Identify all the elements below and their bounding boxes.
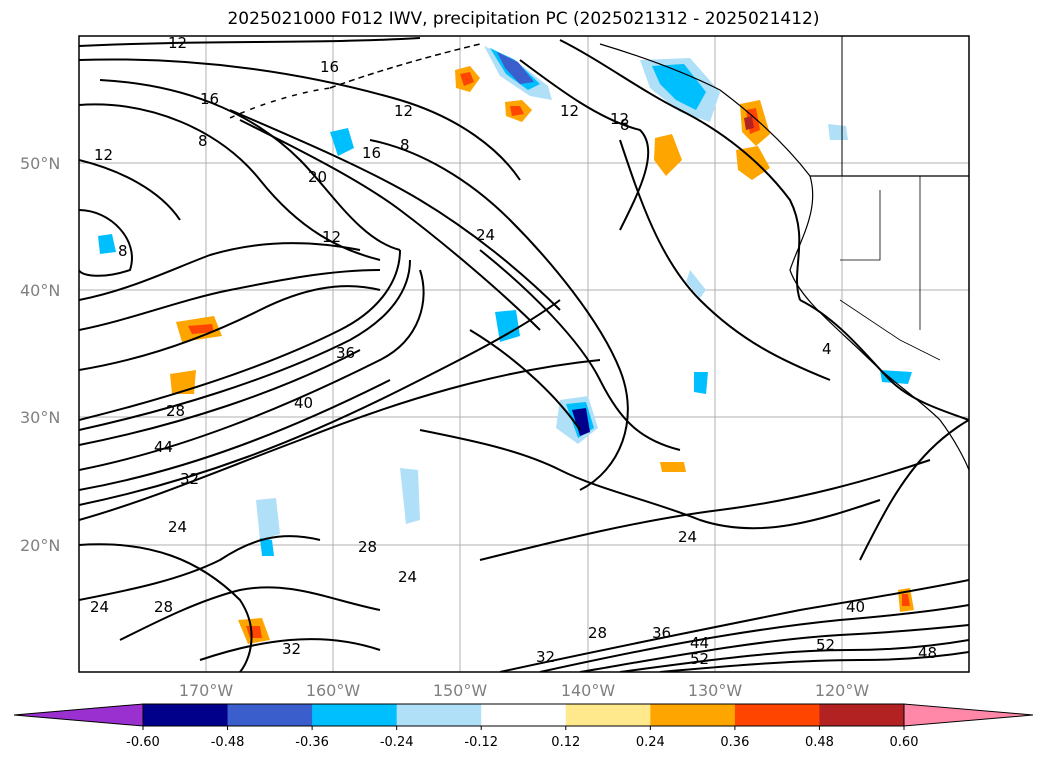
colorbar-segment: [312, 704, 398, 726]
contour-label: 28: [154, 598, 173, 616]
map-title: 2025021000 F012 IWV, precipitation PC (2…: [227, 9, 820, 29]
latitude-labels: 50°N 40°N 30°N 20°N: [20, 154, 60, 555]
contour-label: 8: [620, 116, 630, 134]
contour-label: 12: [610, 110, 629, 128]
contour-label: 40: [846, 598, 865, 616]
lon-label: 150°W: [433, 681, 488, 700]
colorbar-tick-label: -0.36: [295, 735, 329, 750]
lon-label: 140°W: [561, 681, 616, 700]
plot-frame: [78, 35, 970, 673]
lat-label: 40°N: [20, 281, 60, 300]
colorbar: -0.60 -0.48 -0.36 -0.24 -0.12 0.12 0.24 0.36 0.4…: [13, 703, 1034, 750]
contour-label: 24: [90, 598, 109, 616]
colorbar-tick-label: 0.48: [805, 735, 834, 750]
lon-label: 130°W: [688, 681, 743, 700]
colorbar-segment: [734, 704, 820, 726]
colorbar-segment: [227, 704, 313, 726]
longitude-labels: 170°W 160°W 150°W 140°W 130°W 120°W: [179, 681, 870, 700]
contour-label: 24: [678, 528, 697, 546]
contour-label: 16: [362, 144, 381, 162]
colorbar-segment: [143, 704, 229, 726]
contour-label: 12: [94, 146, 113, 164]
contour-labels: 12 16 16 12 8 8 12 16 20 12 12 8 12 8 24…: [90, 34, 937, 668]
contour-label: 12: [560, 102, 579, 120]
colorbar-segment: [481, 704, 567, 726]
contour-label: 52: [816, 636, 835, 654]
contour-label: 8: [118, 242, 128, 260]
contour-label: 20: [308, 168, 327, 186]
contour-label: 4: [822, 340, 832, 358]
lon-label: 170°W: [179, 681, 234, 700]
colorbar-frame: [142, 703, 905, 727]
contour-label: 32: [536, 648, 555, 666]
precipitation-shading: [98, 46, 914, 644]
lon-label: 160°W: [306, 681, 361, 700]
colorbar-segment: [396, 704, 482, 726]
colorbar-segment: [819, 704, 905, 726]
colorbar-extend-high: [903, 703, 1034, 727]
coastlines: [229, 36, 969, 471]
contour-label: 28: [358, 538, 377, 556]
contour-label: 36: [652, 624, 671, 642]
colorbar-tick-label: 0.12: [551, 735, 580, 750]
colorbar-extend-low: [13, 703, 144, 727]
contour-label: 44: [154, 438, 173, 456]
lat-label: 50°N: [20, 154, 60, 173]
contour-label: 52: [690, 650, 709, 668]
colorbar-tick-label: 0.60: [890, 735, 919, 750]
colorbar-tick-label: 0.36: [720, 735, 749, 750]
contour-label: 48: [918, 644, 937, 662]
contour-label: 16: [320, 58, 339, 76]
contour-label: 40: [294, 394, 313, 412]
contour-label: 44: [690, 634, 709, 652]
contour-label: 28: [588, 624, 607, 642]
contour-label: 24: [168, 518, 187, 536]
contour-label: 36: [336, 344, 355, 362]
colorbar-tick-label: -0.12: [464, 735, 498, 750]
colorbar-tick-label: 0.24: [636, 735, 665, 750]
colorbar-segment: [650, 704, 736, 726]
contour-label: 24: [398, 568, 417, 586]
contour-label: 12: [322, 228, 341, 246]
contour-label: 8: [198, 132, 208, 150]
contour-label: 12: [168, 34, 187, 52]
colorbar-tick-label: -0.48: [211, 735, 245, 750]
lat-label: 30°N: [20, 408, 60, 427]
lat-label: 20°N: [20, 536, 60, 555]
colorbar-segment: [565, 704, 651, 726]
contour-label: 32: [180, 470, 199, 488]
contour-label: 16: [200, 90, 219, 108]
colorbar-tick-label: -0.60: [126, 735, 160, 750]
iwv-contours: [79, 37, 969, 672]
contour-label: 28: [166, 402, 185, 420]
contour-label: 12: [394, 102, 413, 120]
plot-area: [79, 36, 969, 672]
contour-label: 8: [400, 136, 410, 154]
contour-label: 32: [282, 640, 301, 658]
contour-label: 24: [476, 226, 495, 244]
lon-label: 120°W: [815, 681, 870, 700]
colorbar-tick-label: -0.24: [380, 735, 414, 750]
